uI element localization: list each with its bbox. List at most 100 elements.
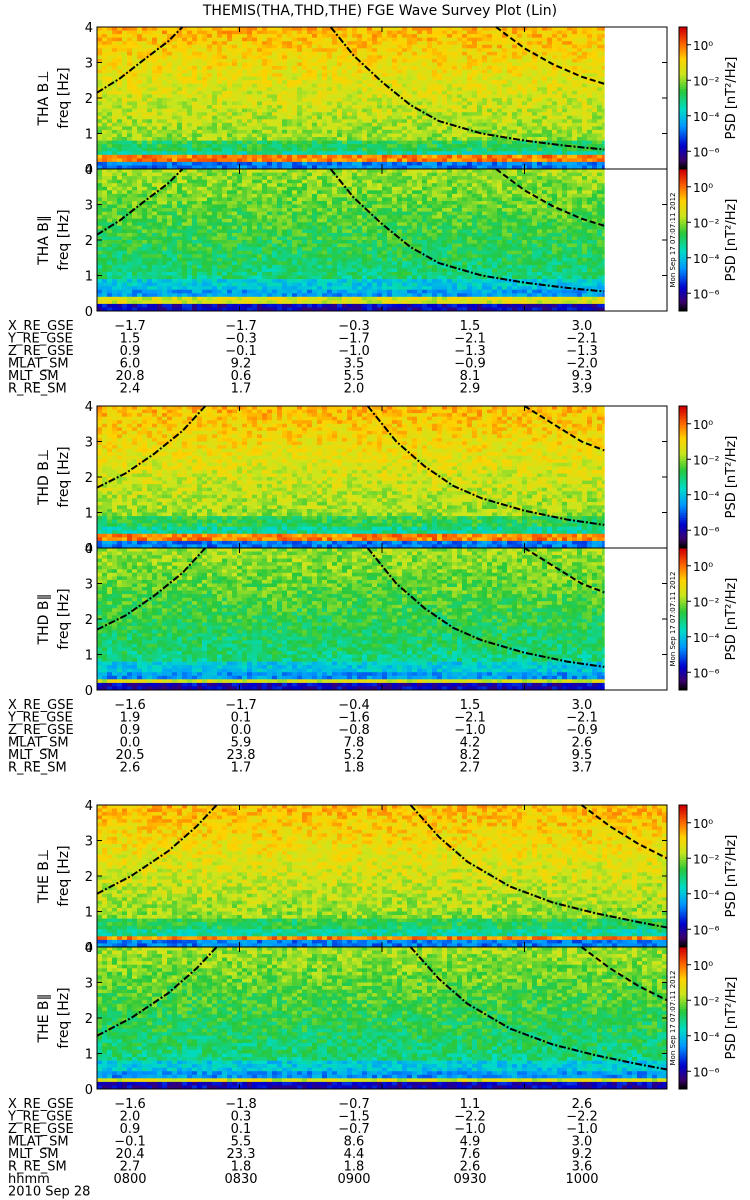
spectrogram-cell — [197, 141, 202, 145]
spectrogram-cell — [147, 297, 152, 301]
spectrogram-cell — [457, 102, 462, 106]
spectrogram-cell — [267, 84, 272, 88]
spectrogram-cell — [387, 59, 392, 63]
spectrogram-cell — [177, 123, 182, 127]
spectrogram-cell — [177, 197, 182, 201]
spectrogram-cell — [462, 102, 467, 106]
spectrogram-cell — [187, 222, 192, 226]
spectrogram-cell — [462, 52, 467, 56]
spectrogram-cell — [187, 38, 192, 42]
spectrogram-cell — [222, 38, 227, 42]
spectrogram-cell — [592, 48, 597, 52]
spectrogram-cell — [157, 205, 162, 209]
spectrogram-cell — [212, 98, 217, 102]
spectrogram-cell — [262, 73, 267, 77]
spectrogram-cell — [217, 94, 222, 98]
spectrogram-cell — [597, 126, 602, 130]
spectrogram-cell — [487, 116, 492, 120]
spectrogram-cell — [462, 80, 467, 84]
spectrogram-cell — [172, 123, 177, 127]
spectrogram-cell — [397, 162, 402, 166]
spectrogram-cell — [427, 98, 432, 102]
spectrogram-cell — [97, 27, 102, 31]
spectrogram-cell — [262, 119, 267, 123]
spectrogram-cell — [112, 70, 117, 74]
spectrogram-cell — [412, 38, 417, 42]
spectrogram-cell — [277, 141, 282, 145]
spectrogram-cell — [147, 229, 152, 233]
spectrogram-cell — [337, 126, 342, 130]
spectrogram-cell — [567, 55, 572, 59]
spectrogram-cell — [112, 194, 117, 198]
spectrogram-cell — [177, 77, 182, 81]
spectrogram-cell — [192, 34, 197, 38]
spectrogram-cell — [277, 59, 282, 63]
spectrogram-cell — [447, 102, 452, 106]
spectrogram-cell — [97, 41, 102, 45]
spectrogram-cell — [462, 112, 467, 116]
spectrogram-cell — [582, 38, 587, 42]
spectrogram-cell — [342, 141, 347, 145]
spectrogram-cell — [547, 109, 552, 113]
spectrogram-cell — [187, 63, 192, 67]
spectrogram-cell — [107, 180, 112, 184]
spectrogram-cell — [122, 293, 127, 297]
spectrogram-cell — [367, 162, 372, 166]
spectrogram-cell — [547, 155, 552, 159]
spectrogram-cell — [287, 158, 292, 162]
spectrogram-cell — [427, 70, 432, 74]
spectrogram-cell — [162, 126, 167, 130]
spectrogram-cell — [112, 258, 117, 262]
spectrogram-cell — [507, 116, 512, 120]
spectrogram-cell — [107, 31, 112, 35]
spectrogram-cell — [472, 55, 477, 59]
spectrogram-cell — [272, 116, 277, 120]
spectrogram-cell — [522, 80, 527, 84]
spectrogram-cell — [152, 77, 157, 81]
spectrogram-cell — [322, 87, 327, 91]
spectrogram-cell — [597, 41, 602, 45]
spectrogram-cell — [177, 116, 182, 120]
spectrogram-cell — [222, 105, 227, 109]
spectrogram-cell — [197, 27, 202, 31]
spectrogram-cell — [382, 66, 387, 70]
spectrogram-cell — [492, 109, 497, 113]
spectrogram-cell — [127, 290, 132, 294]
spectrogram-cell — [187, 208, 192, 212]
spectrogram-cell — [417, 148, 422, 152]
spectrogram-cell — [117, 169, 122, 173]
spectrogram-cell — [252, 48, 257, 52]
spectrogram-cell — [157, 155, 162, 159]
spectrogram-cell — [572, 109, 577, 113]
spectrogram-cell — [282, 34, 287, 38]
spectrogram-cell — [167, 80, 172, 84]
spectrogram-cell — [422, 116, 427, 120]
spectrogram-cell — [252, 162, 257, 166]
spectrogram-cell — [107, 272, 112, 276]
spectrogram-cell — [217, 41, 222, 45]
spectrogram-cell — [432, 144, 437, 148]
spectrogram-cell — [112, 212, 117, 216]
spectrogram-cell — [142, 151, 147, 155]
spectrogram-cell — [552, 87, 557, 91]
spectrogram-cell — [132, 48, 137, 52]
spectrogram-cell — [132, 91, 137, 95]
spectrogram-cell — [537, 109, 542, 113]
spectrogram-cell — [472, 27, 477, 31]
spectrogram-cell — [192, 119, 197, 123]
spectrogram-cell — [192, 59, 197, 63]
spectrogram-cell — [132, 197, 137, 201]
spectrogram-cell — [127, 215, 132, 219]
spectrogram-cell — [302, 144, 307, 148]
spectrogram-cell — [127, 52, 132, 56]
spectrogram-cell — [387, 31, 392, 35]
spectrogram-cell — [132, 169, 137, 173]
spectrogram-cell — [197, 94, 202, 98]
spectrogram-cell — [347, 130, 352, 134]
spectrogram-cell — [122, 254, 127, 258]
spectrogram-cell — [142, 126, 147, 130]
spectrogram-cell — [317, 105, 322, 109]
spectrogram-cell — [122, 27, 127, 31]
spectrogram-cell — [157, 70, 162, 74]
spectrogram-cell — [297, 109, 302, 113]
